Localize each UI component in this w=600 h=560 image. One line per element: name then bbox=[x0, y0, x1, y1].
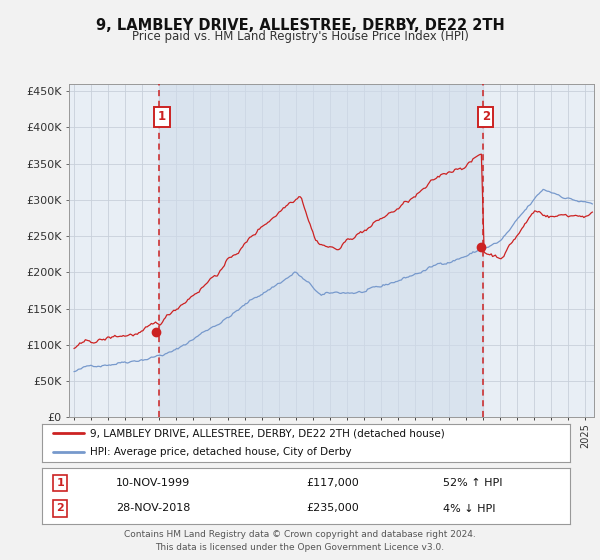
Text: Contains HM Land Registry data © Crown copyright and database right 2024.
This d: Contains HM Land Registry data © Crown c… bbox=[124, 530, 476, 552]
Text: 1: 1 bbox=[56, 478, 64, 488]
Text: 28-NOV-2018: 28-NOV-2018 bbox=[116, 503, 190, 514]
Text: £235,000: £235,000 bbox=[306, 503, 359, 514]
Text: 52% ↑ HPI: 52% ↑ HPI bbox=[443, 478, 503, 488]
Text: £117,000: £117,000 bbox=[306, 478, 359, 488]
Text: 4% ↓ HPI: 4% ↓ HPI bbox=[443, 503, 496, 514]
Text: 2: 2 bbox=[56, 503, 64, 514]
Text: HPI: Average price, detached house, City of Derby: HPI: Average price, detached house, City… bbox=[89, 447, 351, 458]
Text: 9, LAMBLEY DRIVE, ALLESTREE, DERBY, DE22 2TH: 9, LAMBLEY DRIVE, ALLESTREE, DERBY, DE22… bbox=[95, 18, 505, 33]
Text: 1: 1 bbox=[158, 110, 166, 123]
Text: 2: 2 bbox=[482, 110, 490, 123]
Text: Price paid vs. HM Land Registry's House Price Index (HPI): Price paid vs. HM Land Registry's House … bbox=[131, 30, 469, 43]
Text: 10-NOV-1999: 10-NOV-1999 bbox=[116, 478, 190, 488]
Text: 9, LAMBLEY DRIVE, ALLESTREE, DERBY, DE22 2TH (detached house): 9, LAMBLEY DRIVE, ALLESTREE, DERBY, DE22… bbox=[89, 428, 444, 438]
Bar bbox=[160, 84, 483, 417]
